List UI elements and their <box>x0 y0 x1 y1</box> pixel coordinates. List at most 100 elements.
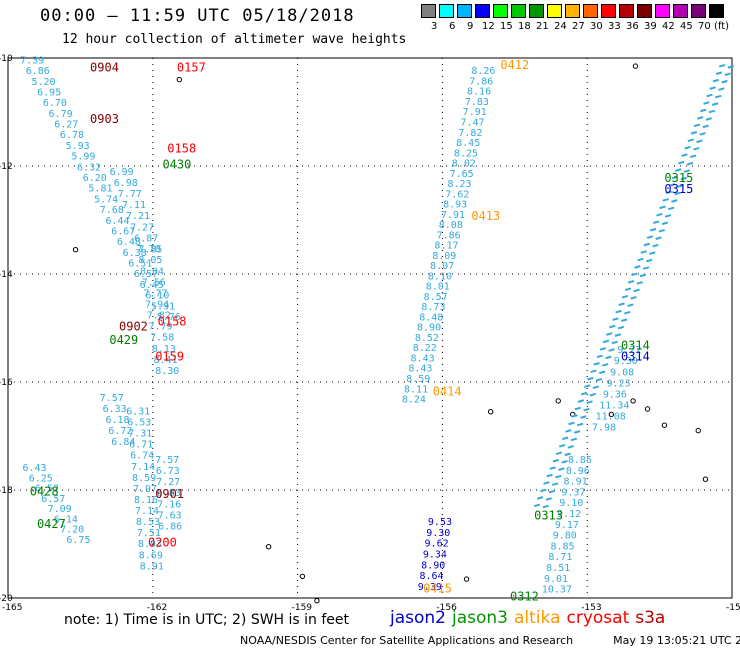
swh-value: 8.51 <box>546 563 570 574</box>
swh-value: 7.86 <box>469 76 493 87</box>
swh-value: 7.14 <box>135 506 159 517</box>
swh-track-segment <box>715 71 723 75</box>
swh-track-segment <box>656 212 663 217</box>
swh-value: 8.02 <box>452 159 476 170</box>
swh-value: 7.14 <box>131 462 155 473</box>
swh-track-segment <box>574 406 581 411</box>
swh-track-segment <box>583 407 590 412</box>
swh-value: 8.59 <box>406 374 430 385</box>
swh-track-segment <box>718 87 725 91</box>
swh-track-segment <box>561 459 568 464</box>
pass-time-label: 0415 <box>423 582 452 596</box>
swh-value: 6.27 <box>54 120 78 131</box>
swh-value: 9.17 <box>555 520 579 531</box>
swh-value: 8.85 <box>568 455 592 466</box>
lat-tick-label: -10 <box>0 54 13 64</box>
island-marker <box>555 398 561 404</box>
swh-value: 8.90 <box>417 323 441 334</box>
swh-track-segment <box>637 257 644 262</box>
swh-value: 8.23 <box>447 179 471 190</box>
swh-track-segment <box>659 205 666 210</box>
swh-value: 8.93 <box>443 200 467 211</box>
pass-time-label: 0314 <box>621 339 650 353</box>
scale-label: 21 <box>536 21 549 32</box>
scale-swatch <box>529 4 544 18</box>
legend-item-s3a: s3a <box>635 608 666 628</box>
swh-track-segment <box>633 288 640 293</box>
scale-label: 42 <box>662 21 675 32</box>
swh-value: 8.05 <box>138 255 162 266</box>
swh-track-segment <box>653 220 660 224</box>
swh-value: 6.74 <box>130 451 154 462</box>
swh-track-segment <box>627 303 634 308</box>
swh-value: 7.21 <box>126 211 150 222</box>
swh-track-segment <box>668 206 675 211</box>
swh-track-segment <box>621 294 629 299</box>
swh-value: 8.91 <box>140 561 164 572</box>
swh-value: 9.01 <box>544 574 568 585</box>
pass-time-label: 0313 <box>534 509 563 523</box>
swh-value: 6.44 <box>105 216 129 227</box>
swh-track-segment <box>615 309 622 314</box>
island-marker <box>702 476 709 482</box>
swh-track-segment <box>589 392 596 397</box>
pass-time-label: 0904 <box>90 61 119 75</box>
swh-value: 6.10 <box>145 291 169 302</box>
lon-tick-label: -150 <box>726 603 740 613</box>
scale-swatch <box>637 4 652 18</box>
swh-track-segment <box>586 400 593 404</box>
swh-track-segment <box>543 481 550 485</box>
legend-item-altika: altika <box>514 608 561 628</box>
swh-track-segment <box>573 430 581 434</box>
swh-value: 7.27 <box>156 477 180 488</box>
swh-track-segment <box>631 272 638 277</box>
swh-value: 7.57 <box>155 455 179 466</box>
swh-value: 5.74 <box>94 194 118 205</box>
footer-timestamp: May 19 13:05:21 UTC 2018 <box>613 634 740 647</box>
swh-track-segment <box>577 422 584 427</box>
swh-track-segment <box>577 399 585 403</box>
pass-time-label: 0158 <box>158 314 187 328</box>
swh-value: 6.70 <box>43 98 67 109</box>
swh-value: 7.09 <box>48 504 72 515</box>
swh-value: 6.53 <box>127 417 151 428</box>
swh-value: 8.13 <box>152 344 176 355</box>
scale-swatch <box>583 4 598 18</box>
swh-value: 6.32 <box>77 162 101 173</box>
swh-value: 5.99 <box>71 152 95 163</box>
swh-value: 6.33 <box>103 404 127 415</box>
satellite-legend: jason2 jason3 altika cryosat s3a <box>390 608 671 628</box>
scale-swatch <box>457 4 472 18</box>
swh-track-segment <box>580 415 587 419</box>
swh-track-segment <box>639 273 647 278</box>
swh-track-segment <box>548 489 556 494</box>
swh-value: 8.41 <box>154 355 178 366</box>
swh-value: 7.65 <box>450 169 474 180</box>
swh-track-segment <box>702 124 709 129</box>
swh-track-segment <box>643 242 650 247</box>
swh-value: 8.01 <box>426 282 450 293</box>
swh-track-segment <box>705 117 712 121</box>
scale-label: 45 <box>680 21 693 32</box>
swh-value: 9.36 <box>603 389 627 400</box>
swh-value: 8.57 <box>424 292 448 303</box>
island-marker <box>299 573 306 580</box>
note-text: note: 1) Time is in UTC; 2) SWH is in fe… <box>64 612 350 628</box>
legend-item-jason2: jason2 <box>390 608 446 628</box>
swh-track-segment <box>680 176 687 181</box>
swh-track-segment <box>662 198 669 202</box>
swh-value: 7.98 <box>592 423 616 434</box>
swh-value: 7.94 <box>145 299 169 310</box>
pass-time-label: 0159 <box>155 349 184 363</box>
swh-value: 9.12 <box>557 509 581 520</box>
swh-track-segment <box>634 265 641 269</box>
swh-track-segment <box>570 437 578 442</box>
swh-value: 7.77 <box>118 189 142 200</box>
scale-label: 27 <box>572 21 585 32</box>
scale-swatch <box>493 4 508 18</box>
swh-track-segment <box>584 384 591 388</box>
swh-value: 7.63 <box>158 510 182 521</box>
swh-value: 7.39 <box>20 55 44 66</box>
swh-track-segment <box>649 227 657 232</box>
swh-value: 6.86 <box>26 66 50 77</box>
